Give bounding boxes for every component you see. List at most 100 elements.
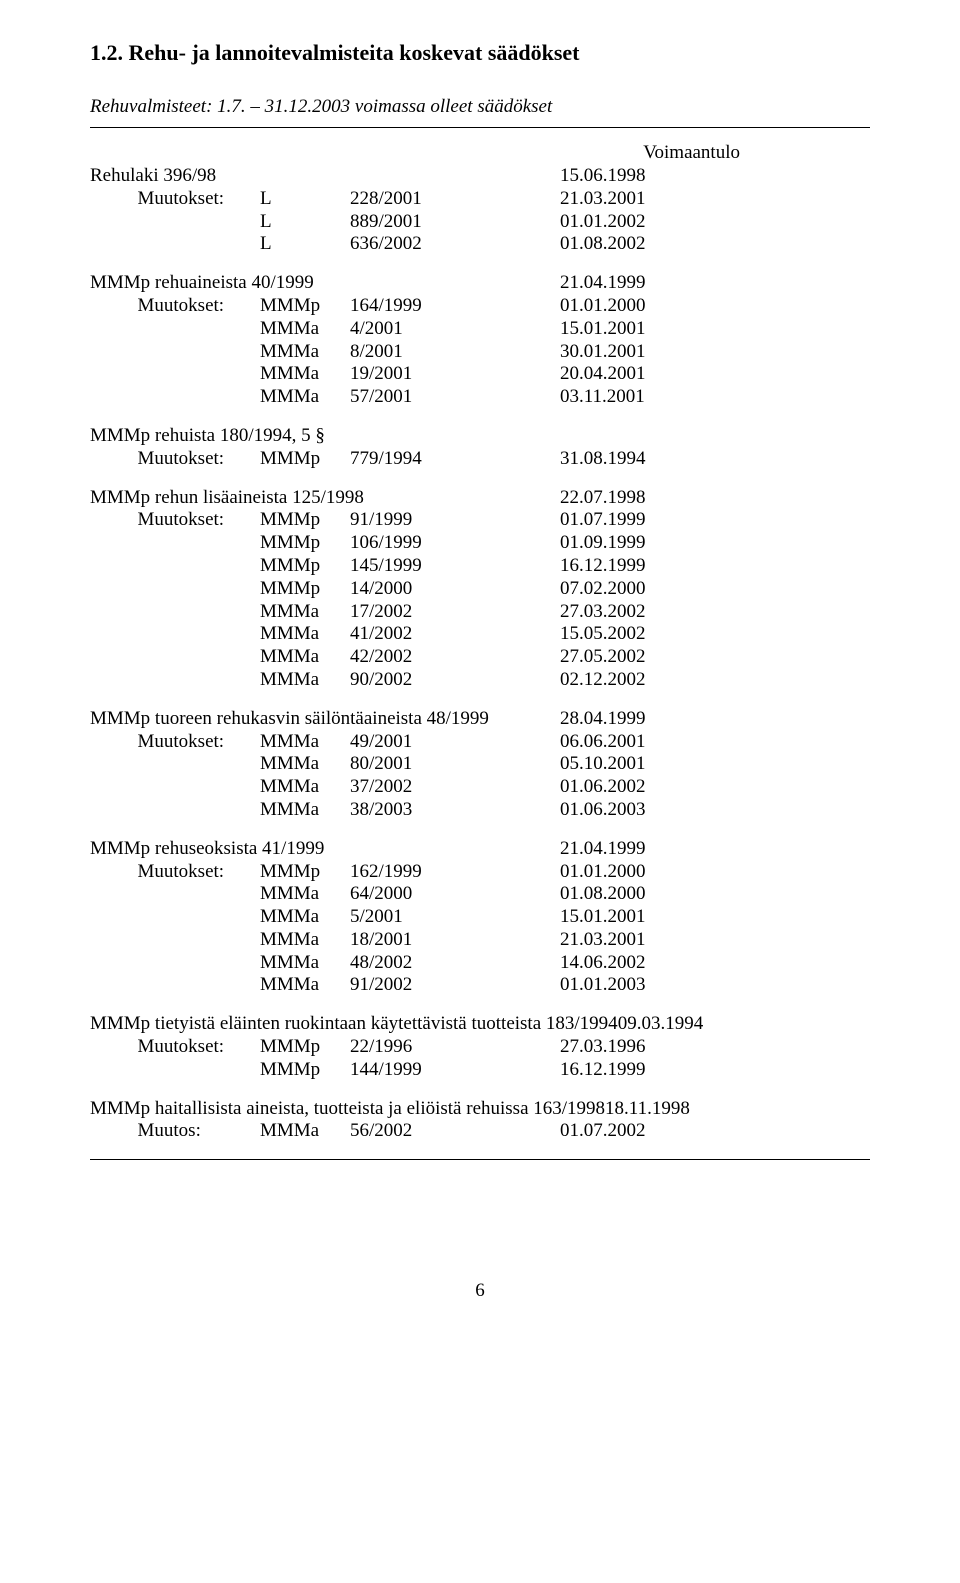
amendment-mid: MMMa17/2002 (260, 601, 560, 624)
amendment-date: 01.01.2000 (560, 861, 660, 884)
amendment-mid: MMMa57/2001 (260, 386, 560, 409)
amendment-date: 01.06.2003 (560, 799, 660, 822)
amendment-row: MMMa91/200201.01.2003 (90, 974, 870, 997)
muutokset-label (90, 906, 260, 929)
amendment-date: 01.07.1999 (560, 509, 660, 532)
muutokset-label: Muutokset: (90, 1036, 260, 1059)
amendment-row: Muutos:MMMa56/200201.07.2002 (90, 1120, 870, 1143)
amendment-row: MMMa80/200105.10.2001 (90, 753, 870, 776)
amendment-mid: MMMa41/2002 (260, 623, 560, 646)
amendment-number: 636/2002 (350, 233, 560, 256)
amendment-row: MMMa42/200227.05.2002 (90, 646, 870, 669)
amendment-row: MMMa19/200120.04.2001 (90, 363, 870, 386)
amendment-type: L (260, 188, 350, 211)
amendment-type: MMMa (260, 646, 350, 669)
muutokset-label (90, 776, 260, 799)
amendment-date: 15.05.2002 (560, 623, 660, 646)
amendment-mid: MMMa5/2001 (260, 906, 560, 929)
muutokset-label (90, 974, 260, 997)
amendment-type: MMMa (260, 601, 350, 624)
muutokset-label (90, 601, 260, 624)
muutokset-label (90, 623, 260, 646)
amendment-number: 14/2000 (350, 578, 560, 601)
amendment-mid: MMMp22/1996 (260, 1036, 560, 1059)
amendment-type: MMMa (260, 883, 350, 906)
muutokset-label (90, 952, 260, 975)
regulation-title-date: 22.07.1998 (560, 487, 660, 510)
amendment-row: MMMp144/199916.12.1999 (90, 1059, 870, 1082)
muutokset-label (90, 386, 260, 409)
amendment-mid: L228/2001 (260, 188, 560, 211)
amendment-date: 03.11.2001 (560, 386, 660, 409)
amendment-date: 01.01.2003 (560, 974, 660, 997)
amendment-number: 228/2001 (350, 188, 560, 211)
amendment-date: 16.12.1999 (560, 1059, 660, 1082)
amendment-number: 49/2001 (350, 731, 560, 754)
amendment-number: 57/2001 (350, 386, 560, 409)
muutokset-label (90, 341, 260, 364)
amendment-number: 38/2003 (350, 799, 560, 822)
regulation-title: MMMp tietyistä eläinten ruokintaan käyte… (90, 1013, 618, 1036)
amendment-row: Muutokset:MMMp164/199901.01.2000 (90, 295, 870, 318)
muutokset-label (90, 669, 260, 692)
amendment-date: 15.01.2001 (560, 906, 660, 929)
amendment-type: MMMa (260, 341, 350, 364)
amendment-type: MMMa (260, 623, 350, 646)
amendment-number: 164/1999 (350, 295, 560, 318)
amendment-row: Muutokset:L228/200121.03.2001 (90, 188, 870, 211)
page-number: 6 (90, 1280, 870, 1303)
amendment-date: 27.05.2002 (560, 646, 660, 669)
regulation-title-row: MMMp tietyistä eläinten ruokintaan käyte… (90, 1013, 870, 1036)
amendment-mid: MMMa64/2000 (260, 883, 560, 906)
regulation-section: MMMp rehun lisäaineista 125/199822.07.19… (90, 487, 870, 692)
bottom-rule (90, 1159, 870, 1160)
amendment-mid: L889/2001 (260, 211, 560, 234)
amendment-date: 21.03.2001 (560, 188, 660, 211)
amendment-date: 05.10.2001 (560, 753, 660, 776)
amendment-type: MMMa (260, 669, 350, 692)
amendment-number: 19/2001 (350, 363, 560, 386)
muutokset-label (90, 318, 260, 341)
amendment-date: 27.03.1996 (560, 1036, 660, 1059)
amendment-date: 27.03.2002 (560, 601, 660, 624)
regulation-title-date: 09.03.1994 (618, 1013, 718, 1036)
amendment-mid: MMMa91/2002 (260, 974, 560, 997)
amendment-row: MMMa37/200201.06.2002 (90, 776, 870, 799)
amendment-number: 17/2002 (350, 601, 560, 624)
amendment-row: MMMa18/200121.03.2001 (90, 929, 870, 952)
amendment-mid: MMMa49/2001 (260, 731, 560, 754)
amendment-row: MMMa38/200301.06.2003 (90, 799, 870, 822)
regulation-title-date: 15.06.1998 (560, 165, 660, 188)
amendment-number: 80/2001 (350, 753, 560, 776)
amendment-mid: MMMp145/1999 (260, 555, 560, 578)
regulation-title-row: MMMp rehuaineista 40/199921.04.1999 (90, 272, 870, 295)
amendment-number: 91/1999 (350, 509, 560, 532)
amendment-row: MMMa5/200115.01.2001 (90, 906, 870, 929)
amendment-date: 15.01.2001 (560, 318, 660, 341)
amendment-mid: MMMa48/2002 (260, 952, 560, 975)
amendment-number: 779/1994 (350, 448, 560, 471)
amendment-row: Muutokset:MMMp91/199901.07.1999 (90, 509, 870, 532)
amendment-date: 31.08.1994 (560, 448, 660, 471)
regulation-section: MMMp rehuista 180/1994, 5 § Muutokset:MM… (90, 425, 870, 471)
amendment-type: MMMp (260, 448, 350, 471)
amendment-type: MMMp (260, 578, 350, 601)
amendment-type: MMMp (260, 861, 350, 884)
amendment-date: 01.08.2000 (560, 883, 660, 906)
amendment-number: 4/2001 (350, 318, 560, 341)
amendment-mid: MMMa90/2002 (260, 669, 560, 692)
regulation-title: Rehulaki 396/98 (90, 165, 560, 188)
amendment-date: 21.03.2001 (560, 929, 660, 952)
amendment-date: 20.04.2001 (560, 363, 660, 386)
amendment-row: MMMa17/200227.03.2002 (90, 601, 870, 624)
muutokset-label: Muutokset: (90, 295, 260, 318)
regulation-section: MMMp tietyistä eläinten ruokintaan käyte… (90, 1013, 870, 1081)
regulation-title-date: 18.11.1998 (605, 1098, 705, 1121)
regulation-title-date: 21.04.1999 (560, 838, 660, 861)
amendment-mid: L636/2002 (260, 233, 560, 256)
amendment-row: MMMa8/200130.01.2001 (90, 341, 870, 364)
amendment-date: 01.08.2002 (560, 233, 660, 256)
regulation-title-row: MMMp haitallisista aineista, tuotteista … (90, 1098, 870, 1121)
amendment-number: 90/2002 (350, 669, 560, 692)
muutokset-label: Muutokset: (90, 448, 260, 471)
